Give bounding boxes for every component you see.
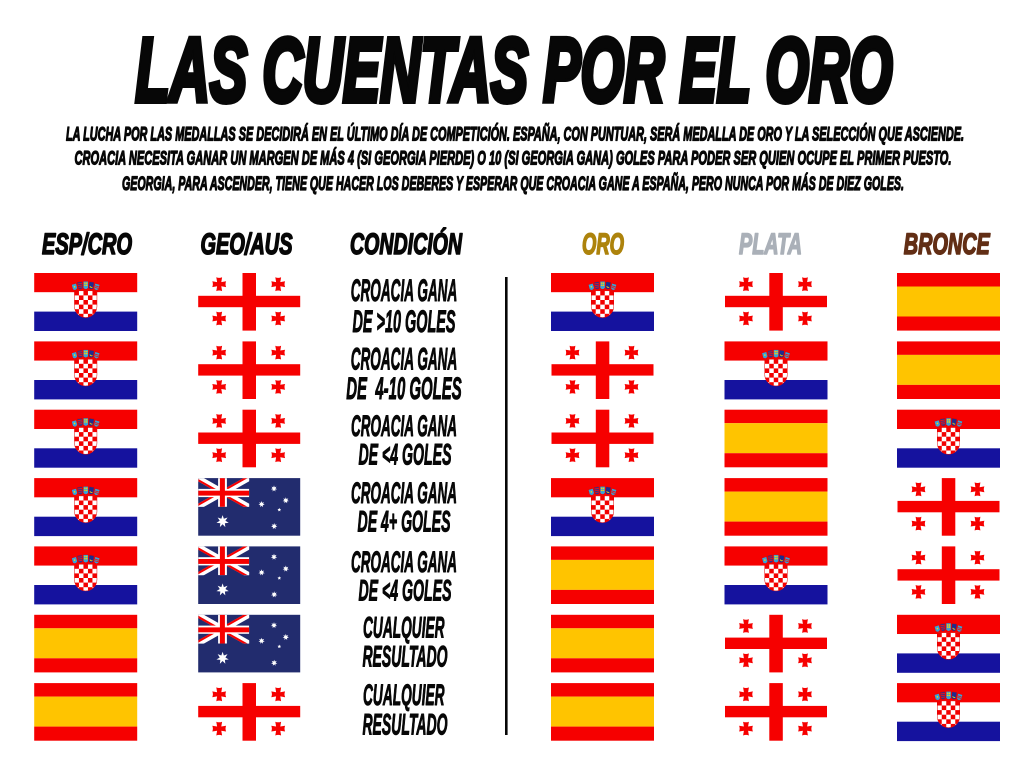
svg-text:GEO/AUS: GEO/AUS bbox=[201, 228, 293, 261]
svg-text:DE <4 GOLES: DE <4 GOLES bbox=[358, 575, 451, 607]
svg-text:RESULTADO: RESULTADO bbox=[362, 710, 447, 742]
svg-text:DE <4 GOLES: DE <4 GOLES bbox=[358, 439, 451, 471]
svg-text:CROACIA GANA: CROACIA GANA bbox=[351, 340, 458, 376]
svg-text:CROACIA GANA: CROACIA GANA bbox=[351, 547, 457, 579]
svg-text:CROACIA GANA: CROACIA GANA bbox=[351, 411, 457, 443]
svg-text:DE >10 GOLES: DE >10 GOLES bbox=[353, 303, 456, 339]
svg-text:CROACIA GANA: CROACIA GANA bbox=[351, 272, 458, 308]
svg-text:CONDICIÓN: CONDICIÓN bbox=[350, 227, 463, 261]
svg-text:DE 4+ GOLES: DE 4+ GOLES bbox=[358, 507, 451, 539]
svg-text:RESULTADO: RESULTADO bbox=[362, 642, 447, 674]
svg-text:BRONCE: BRONCE bbox=[904, 228, 991, 261]
svg-text:DE 4-10 GOLES: DE 4-10 GOLES bbox=[346, 370, 462, 406]
svg-text:ESP/CRO: ESP/CRO bbox=[42, 228, 132, 261]
svg-text:CUALQUIER: CUALQUIER bbox=[363, 680, 445, 712]
svg-text:CROACIA GANA: CROACIA GANA bbox=[351, 478, 457, 510]
svg-text:LAS CUENTAS POR EL ORO: LAS CUENTAS POR EL ORO bbox=[136, 21, 893, 121]
svg-text:ORO: ORO bbox=[582, 228, 624, 261]
svg-text:CROACIA NECESITA GANAR UN MARG: CROACIA NECESITA GANAR UN MARGEN DE MÁS … bbox=[75, 147, 952, 170]
svg-text:LA LUCHA POR LAS MEDALLAS SE D: LA LUCHA POR LAS MEDALLAS SE DECIDIRÁ EN… bbox=[66, 122, 964, 146]
svg-text:GEORGIA, PARA ASCENDER, TIENE: GEORGIA, PARA ASCENDER, TIENE QUE HACER … bbox=[122, 172, 904, 195]
svg-text:CUALQUIER: CUALQUIER bbox=[363, 613, 445, 645]
svg-text:PLATA: PLATA bbox=[739, 228, 802, 261]
